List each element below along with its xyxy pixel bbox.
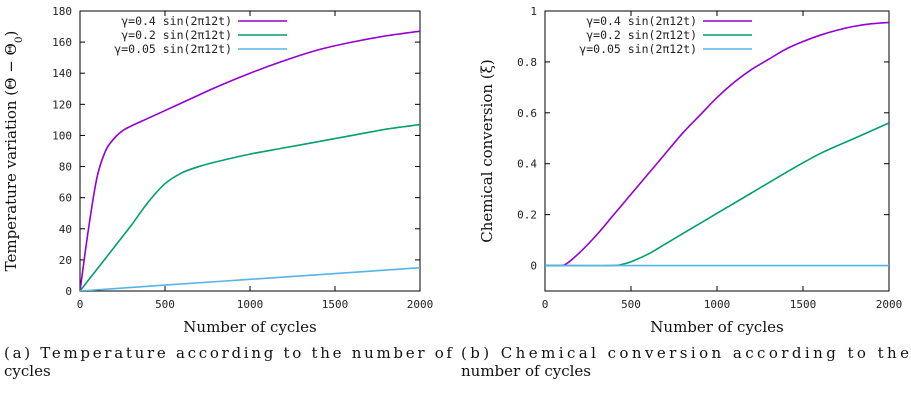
series-line-2 bbox=[545, 122, 889, 267]
x-tick-label: 2000 bbox=[876, 298, 903, 311]
y-tick-label: 80 bbox=[59, 161, 72, 174]
x-axis-label: Number of cycles bbox=[650, 318, 783, 336]
legend-label-2: γ=0.2 sin(2π12t) bbox=[586, 28, 697, 42]
y-tick-label: 0.2 bbox=[517, 209, 537, 222]
chart-conversion: 0 0.2 0.4 0.6 0.8 1 0 500 1000 1500 2000 γ=0.4 sin(… bbox=[461, 5, 909, 380]
y-tick-label: 0.6 bbox=[517, 107, 537, 120]
y-axis-label-text: Chemical conversion (ξ) bbox=[478, 59, 496, 242]
series-line-1 bbox=[80, 30, 420, 291]
legend-label-3: γ=0.05 sin(2π12t) bbox=[114, 42, 232, 56]
y-axis-label-text: Temperature variation (Θ − Θ bbox=[2, 43, 20, 271]
x-axis-label: Number of cycles bbox=[183, 318, 316, 336]
x-tick-label: 500 bbox=[621, 298, 641, 311]
series-line-3 bbox=[80, 266, 420, 291]
series-line-2 bbox=[80, 123, 420, 291]
x-tick-label: 1500 bbox=[790, 298, 817, 311]
y-tick-label: 100 bbox=[52, 129, 72, 142]
caption-line-1: (a) Temperature according to the number … bbox=[4, 344, 453, 362]
y-axis-label: Temperature variation (Θ − Θ0) bbox=[2, 31, 25, 272]
x-tick-label: 1500 bbox=[322, 298, 349, 311]
y-tick-label: 60 bbox=[59, 192, 72, 205]
x-tick-label: 2000 bbox=[407, 298, 434, 311]
y-axis-label-close: ) bbox=[2, 31, 20, 37]
caption-line-1: (b) Chemical conversion according to the bbox=[461, 344, 909, 362]
x-tick-label: 1000 bbox=[704, 298, 731, 311]
y-axis-label-sub: 0 bbox=[13, 36, 25, 43]
y-tick-label: 0 bbox=[530, 260, 537, 273]
y-tick-label: 40 bbox=[59, 223, 72, 236]
y-axis-label: Chemical conversion (ξ) bbox=[478, 59, 496, 242]
x-tick-label: 500 bbox=[155, 298, 175, 311]
y-tick-label: 0.8 bbox=[517, 56, 537, 69]
chart-temperature: 0 20 40 60 80 100 120 140 160 180 0 500 1000 1500 2000… bbox=[2, 5, 453, 380]
series-line-1 bbox=[545, 21, 889, 267]
legend-label-1: γ=0.4 sin(2π12t) bbox=[586, 14, 697, 28]
caption-line-2: cycles bbox=[4, 362, 51, 380]
y-tick-label: 180 bbox=[52, 5, 72, 18]
legend-label-1: γ=0.4 sin(2π12t) bbox=[121, 14, 232, 28]
legend-label-2: γ=0.2 sin(2π12t) bbox=[121, 28, 232, 42]
y-tick-label: 20 bbox=[59, 254, 72, 267]
y-tick-label: 140 bbox=[52, 67, 72, 80]
y-tick-label: 1 bbox=[530, 5, 537, 18]
caption-line-2: number of cycles bbox=[461, 362, 591, 380]
legend-label-3: γ=0.05 sin(2π12t) bbox=[579, 42, 697, 56]
y-tick-label: 0 bbox=[65, 285, 72, 298]
x-tick-label: 1000 bbox=[237, 298, 264, 311]
x-tick-label: 0 bbox=[77, 298, 84, 311]
x-tick-label: 0 bbox=[542, 298, 549, 311]
y-tick-label: 120 bbox=[52, 98, 72, 111]
y-tick-label: 160 bbox=[52, 36, 72, 49]
y-tick-label: 0.4 bbox=[517, 158, 537, 171]
